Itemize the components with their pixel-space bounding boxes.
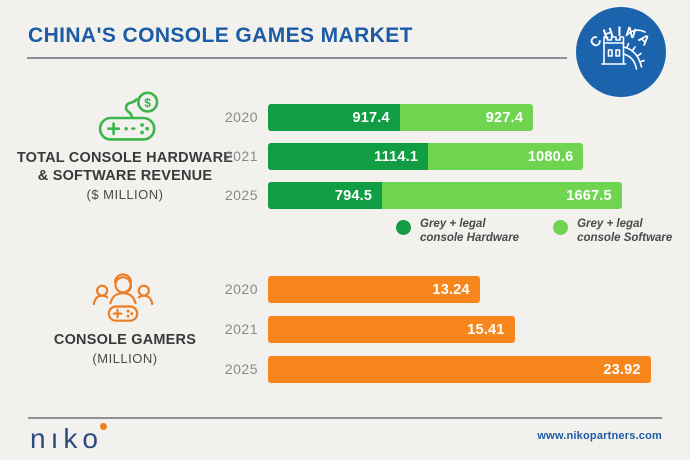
year-label: 2020 [224,281,258,297]
gamers-unit-label: (MILLION) [92,351,158,366]
software-legend-dot-icon [553,220,569,235]
bar-value-label: 917.4 [352,109,390,126]
stacked-bar-2025: 794.5 1667.5 [268,182,622,209]
stacked-bar-2020: 917.4 927.4 [268,104,534,131]
great-wall-icon: CHINA [576,7,666,97]
bar-value-label: 1114.1 [374,148,419,165]
gamers-bar-2021: 15.41 [268,316,515,343]
page-title: CHINA'S CONSOLE GAMES MARKET [28,24,413,47]
revenue-label-line1: TOTAL CONSOLE HARDWARE [16,150,234,166]
legend: Grey + legal console Hardware Grey + lega… [396,217,672,245]
revenue-unit-label: ($ MILLION) [86,187,164,202]
gamers-segment: 23.92 [268,356,651,383]
bar-value-label: 15.41 [467,321,505,338]
hardware-segment: 794.5 [268,182,383,209]
year-label: 2021 [224,321,258,337]
legend-label: Grey + legal console Hardware [420,218,520,244]
gamers-section-label: CONSOLE GAMERS (MILLION) [14,331,236,366]
china-badge: CHINA [575,6,667,98]
legend-item-software: Grey + legal console Software [553,217,672,245]
hardware-segment: 917.4 [268,104,400,131]
bar-value-label: 927.4 [485,109,524,126]
legend-label: Grey + legal console Software [577,218,673,244]
svg-text:$: $ [144,96,151,110]
software-segment: 1080.6 [428,143,584,170]
revenue-section-label: TOTAL CONSOLE HARDWARE & SOFTWARE REVENU… [14,149,236,202]
bar-value-label: 1080.6 [527,148,574,165]
year-label: 2020 [224,109,258,125]
website-link[interactable]: www.nikopartners.com [537,430,662,442]
year-label: 2021 [224,148,258,164]
hardware-segment: 1114.1 [268,143,429,170]
gamers-segment: 15.41 [268,316,515,343]
stacked-bar-2021: 1114.1 1080.6 [268,143,584,170]
bar-value-label: 13.24 [432,281,470,298]
hardware-legend-dot-icon [396,220,411,235]
revenue-label-line2: & SOFTWARE REVENUE [37,168,213,184]
logo-dot-icon [99,423,107,430]
software-segment: 1667.5 [382,182,622,209]
legend-item-hardware: Grey + legal console Hardware [396,217,519,245]
software-segment: 927.4 [399,104,534,131]
gamers-bar-2025: 23.92 [268,356,651,383]
bar-value-label: 794.5 [334,187,373,204]
gamers-label-line1: CONSOLE GAMERS [53,332,197,348]
gamers-icon [88,270,158,333]
title-divider [27,57,567,59]
niko-logo: nıko [30,423,107,454]
footer-divider [28,417,662,419]
bar-value-label: 23.92 [603,361,641,378]
controller-dollar-icon: $ [92,90,166,151]
gamers-segment: 13.24 [268,276,480,303]
year-label: 2025 [224,187,258,203]
year-label: 2025 [224,361,258,377]
bar-value-label: 1667.5 [566,187,612,204]
gamers-bar-2020: 13.24 [268,276,480,303]
